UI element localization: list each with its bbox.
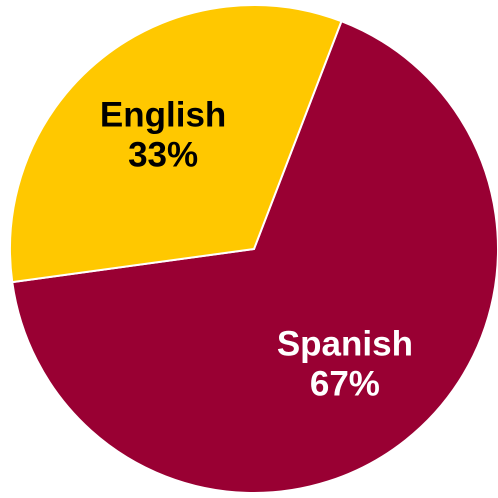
slice-label-spanish: Spanish: [277, 325, 413, 364]
pie-slice-spanish: [11, 19, 498, 495]
slice-value-spanish: 67%: [310, 365, 380, 404]
pie-slice-english: [9, 4, 343, 284]
slice-value-english: 33%: [128, 135, 198, 174]
pie-slices: [9, 4, 498, 495]
slice-label-english: English: [100, 95, 226, 134]
